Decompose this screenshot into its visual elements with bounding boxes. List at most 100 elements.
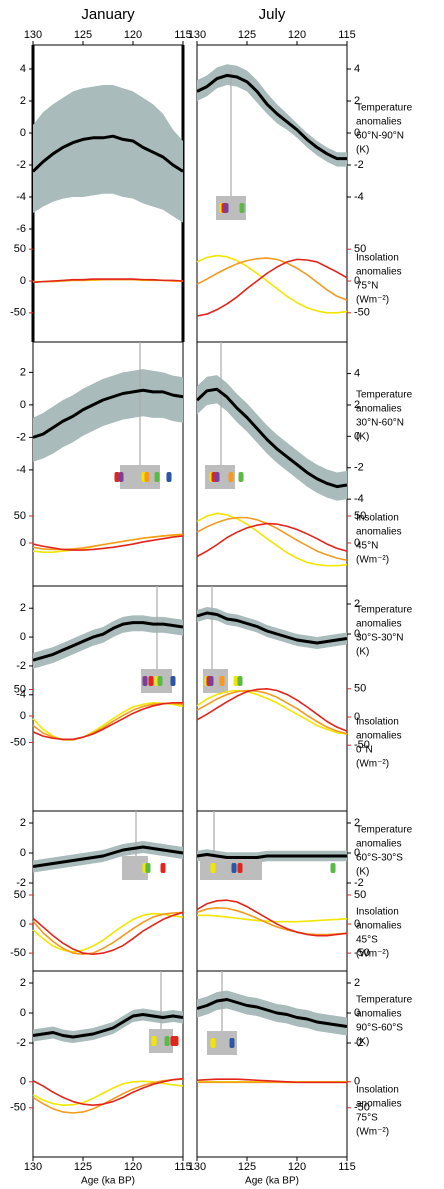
temperature-range <box>33 85 183 223</box>
y-tick-label: -4 <box>16 464 26 476</box>
y2-tick-label: 50 <box>14 889 26 901</box>
y-tick-label: 2 <box>20 602 26 614</box>
insolation-label: Insolation <box>356 513 399 524</box>
insolation-line <box>32 278 184 284</box>
y2-tick-label: 0 <box>20 1076 26 1088</box>
model-peak <box>160 863 166 873</box>
model-peak <box>114 472 120 482</box>
insolation-line <box>32 1078 184 1114</box>
y2-tick-label: -50 <box>10 736 26 748</box>
insolation-label: (Wm⁻²) <box>356 1127 389 1138</box>
y-tick-label: -2 <box>16 1037 26 1049</box>
insolation-line <box>32 701 183 741</box>
y2-tick-label: 0 <box>354 275 360 287</box>
model-peak <box>214 472 220 482</box>
temperature-label: (K) <box>356 647 369 658</box>
insolation-line <box>196 899 348 937</box>
insolation-line <box>32 911 184 956</box>
y-tick-label: -4 <box>354 191 364 203</box>
insolation-line <box>196 689 348 735</box>
y-tick-label: 2 <box>354 95 360 107</box>
insolation-line <box>32 911 184 956</box>
insolation-label: 75°N <box>356 281 378 292</box>
y-tick-label: 2 <box>354 399 360 411</box>
model-peak <box>118 472 124 482</box>
model-peak <box>219 676 225 686</box>
y2-tick-label: -50 <box>354 307 370 319</box>
x-tick-label: 120 <box>288 29 306 41</box>
temperature-label: 30°N-60°N <box>356 418 404 429</box>
temperature-label: Temperature <box>356 995 413 1006</box>
temperature-label: Temperature <box>356 390 413 401</box>
y-tick-label: -6 <box>16 223 26 235</box>
insolation-line <box>196 257 348 301</box>
temperature-label: Temperature <box>356 605 413 616</box>
y2-tick-label: 0 <box>20 918 26 930</box>
model-peak <box>166 472 172 482</box>
y-tick-label: -2 <box>354 1037 364 1049</box>
x-tick-label: 125 <box>74 1161 92 1173</box>
y-tick-label: 0 <box>354 1007 360 1019</box>
model-peak <box>210 1038 216 1048</box>
insolation-label: 45°S <box>356 935 378 946</box>
y2-tick-label: 0 <box>354 537 360 549</box>
y2-tick-label: 0 <box>20 275 26 287</box>
temperature-range <box>33 369 183 462</box>
insolation-line <box>32 701 184 741</box>
model-peak <box>164 1036 170 1046</box>
temperature-label: (K) <box>356 1037 369 1048</box>
insolation-line <box>196 906 348 936</box>
x-tick-label: 130 <box>188 1161 206 1173</box>
model-peak <box>231 863 237 873</box>
temperature-label: (K) <box>356 145 369 156</box>
y2-tick-label: 50 <box>354 889 366 901</box>
insolation-label: (Wm⁻²) <box>356 759 389 770</box>
insolation-line <box>32 912 184 953</box>
y-tick-label: 0 <box>354 430 360 442</box>
y-tick-label: -4 <box>16 191 26 203</box>
y-tick-label: -2 <box>354 159 364 171</box>
temperature-line <box>196 853 347 859</box>
y-tick-label: 2 <box>20 817 26 829</box>
model-peak <box>145 863 151 873</box>
y-tick-label: 0 <box>20 399 26 411</box>
y-tick-label: -2 <box>354 462 364 474</box>
y2-tick-label: 50 <box>14 243 26 255</box>
column-title: July <box>259 6 286 23</box>
y-tick-label: 2 <box>354 817 360 829</box>
model-peak <box>330 863 336 873</box>
insolation-label: (Wm⁻²) <box>356 949 389 960</box>
insolation-label: Insolation <box>356 253 399 264</box>
y-tick-label: -2 <box>354 877 364 889</box>
model-peak <box>148 676 154 686</box>
y-tick-label: -4 <box>354 493 364 505</box>
x-tick-label: 120 <box>124 1161 142 1173</box>
model-peak <box>229 1038 235 1048</box>
x-tick-label: 120 <box>124 29 142 41</box>
y2-tick-label: 0 <box>354 1076 360 1088</box>
insolation-label: (Wm⁻²) <box>356 555 389 566</box>
insolation-label: (Wm⁻²) <box>356 295 389 306</box>
insolation-line <box>196 688 348 732</box>
temperature-line <box>196 73 347 161</box>
insolation-label: anomalies <box>356 527 402 538</box>
temperature-label: 60°N-90°N <box>356 131 404 142</box>
model-peak <box>237 676 243 686</box>
x-tick-label: 115 <box>174 29 192 41</box>
x-tick-label: 130 <box>24 29 42 41</box>
x-tick-label: 125 <box>238 1161 256 1173</box>
temperature-label: 30°S-30°N <box>356 633 403 644</box>
temperature-label: anomalies <box>356 839 402 850</box>
x-tick-label: 125 <box>74 29 92 41</box>
y2-tick-label: 50 <box>14 683 26 695</box>
insolation-label: 45°N <box>356 541 378 552</box>
y2-tick-label: 0 <box>354 918 360 930</box>
model-peak <box>170 676 176 686</box>
insolation-line <box>196 522 348 558</box>
temperature-label: anomalies <box>356 1009 402 1020</box>
insolation-line <box>196 689 348 735</box>
y-tick-label: 2 <box>354 977 360 989</box>
model-peak <box>238 472 244 482</box>
model-peak <box>239 203 245 213</box>
model-peak <box>210 863 216 873</box>
